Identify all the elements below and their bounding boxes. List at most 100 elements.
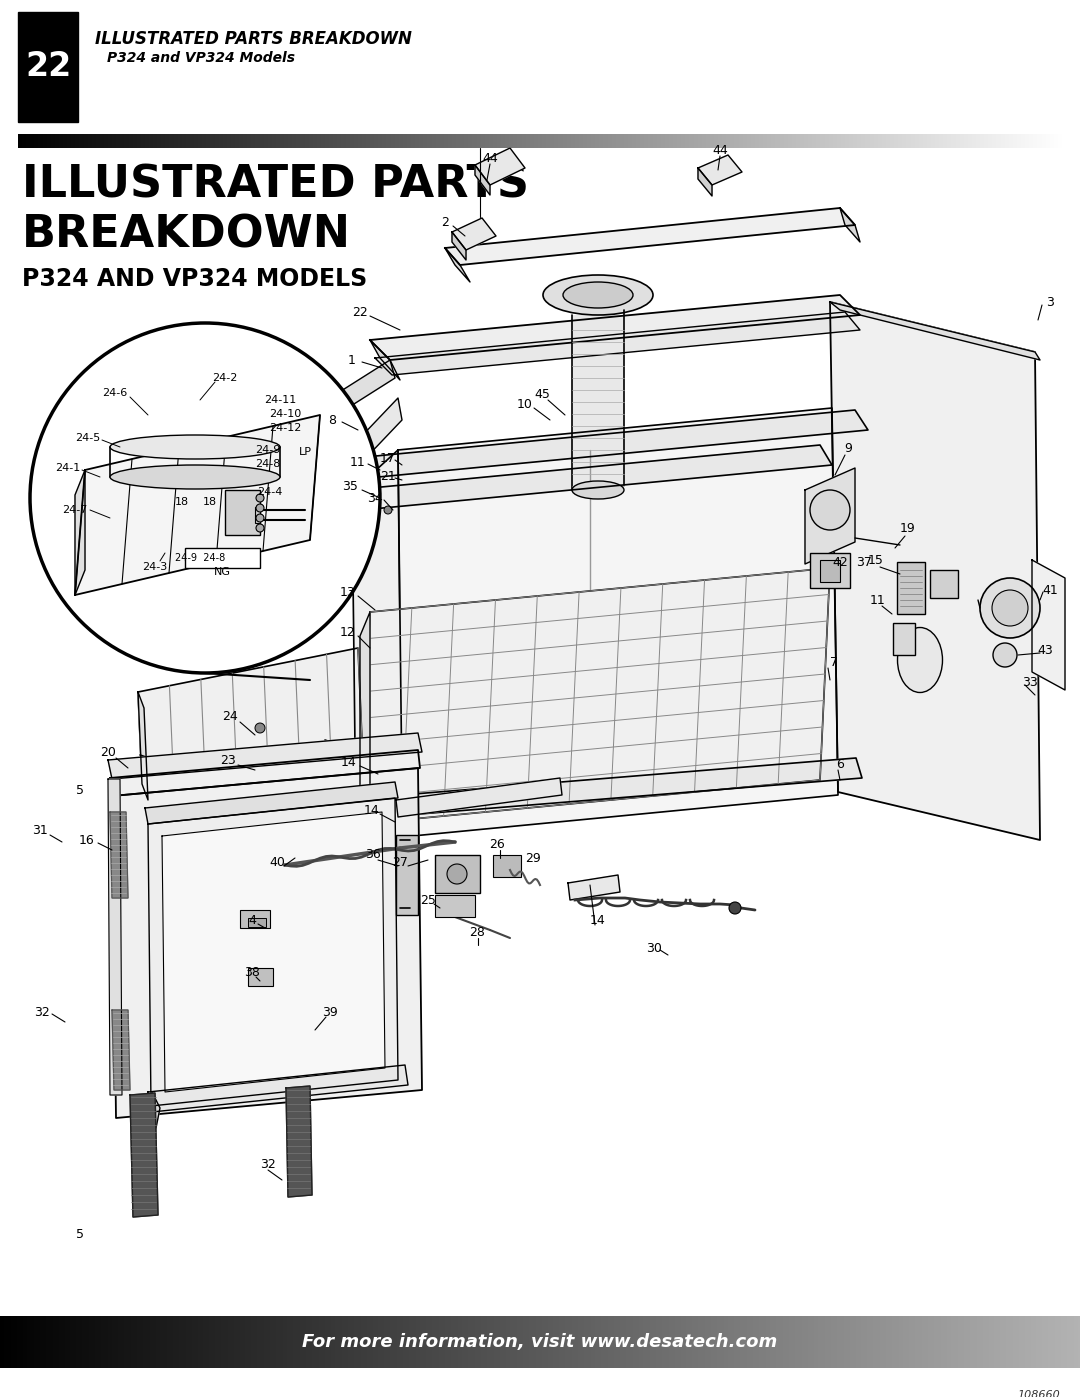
Bar: [526, 134, 530, 148]
Bar: [943, 1316, 946, 1368]
Bar: [968, 1316, 971, 1368]
Polygon shape: [112, 768, 422, 1118]
Bar: [135, 1316, 138, 1368]
Bar: [624, 134, 629, 148]
Bar: [991, 1316, 995, 1368]
Bar: [394, 1316, 397, 1368]
Bar: [113, 1316, 117, 1368]
Text: 36: 36: [365, 848, 381, 862]
Bar: [99, 1316, 103, 1368]
Bar: [892, 1316, 895, 1368]
Bar: [53, 1316, 56, 1368]
Bar: [411, 134, 415, 148]
Bar: [732, 1316, 735, 1368]
Bar: [357, 134, 362, 148]
Bar: [767, 134, 771, 148]
Bar: [67, 1316, 70, 1368]
Bar: [42, 134, 46, 148]
Bar: [409, 1316, 413, 1368]
Bar: [313, 134, 316, 148]
Bar: [563, 134, 567, 148]
Bar: [708, 1316, 712, 1368]
Bar: [464, 134, 469, 148]
Text: 31: 31: [32, 823, 48, 837]
Bar: [259, 134, 264, 148]
Bar: [272, 1316, 275, 1368]
Bar: [146, 1316, 149, 1368]
Text: 20: 20: [100, 746, 116, 759]
Bar: [1071, 1316, 1075, 1368]
Bar: [681, 1316, 685, 1368]
Bar: [698, 1316, 701, 1368]
Bar: [653, 1316, 657, 1368]
Bar: [366, 134, 370, 148]
Polygon shape: [396, 778, 562, 817]
Bar: [1004, 1316, 1008, 1368]
Circle shape: [729, 902, 741, 914]
Bar: [856, 1316, 860, 1368]
Bar: [656, 1316, 659, 1368]
Bar: [378, 134, 382, 148]
Bar: [1053, 1316, 1055, 1368]
Bar: [436, 1316, 440, 1368]
Bar: [956, 1316, 959, 1368]
Bar: [374, 134, 378, 148]
Bar: [988, 134, 993, 148]
Bar: [255, 507, 260, 522]
Bar: [478, 1316, 482, 1368]
Bar: [781, 1316, 784, 1368]
Bar: [591, 134, 595, 148]
Bar: [702, 134, 706, 148]
Bar: [38, 1316, 41, 1368]
Bar: [241, 1316, 244, 1368]
Bar: [1031, 1316, 1035, 1368]
Text: 5: 5: [76, 784, 84, 796]
Bar: [529, 1316, 532, 1368]
Bar: [152, 1316, 156, 1368]
Bar: [496, 1316, 499, 1368]
Bar: [382, 1316, 384, 1368]
Bar: [688, 1316, 691, 1368]
Bar: [300, 134, 305, 148]
Bar: [31, 1316, 35, 1368]
Bar: [648, 134, 652, 148]
Bar: [958, 1316, 961, 1368]
Bar: [894, 134, 899, 148]
Circle shape: [384, 506, 392, 514]
Text: 12: 12: [340, 626, 356, 638]
Bar: [42, 1316, 45, 1368]
Bar: [445, 1316, 448, 1368]
Bar: [171, 1316, 174, 1368]
Bar: [677, 1316, 680, 1368]
Bar: [489, 1316, 492, 1368]
Bar: [640, 134, 645, 148]
Bar: [247, 134, 252, 148]
Bar: [886, 1316, 889, 1368]
Bar: [218, 134, 222, 148]
Bar: [522, 134, 526, 148]
Bar: [863, 1316, 866, 1368]
Bar: [599, 1316, 603, 1368]
Bar: [675, 1316, 678, 1368]
Circle shape: [255, 724, 265, 733]
Bar: [253, 1316, 256, 1368]
Bar: [334, 134, 337, 148]
Bar: [422, 1316, 426, 1368]
Bar: [284, 134, 288, 148]
Circle shape: [256, 504, 264, 511]
Bar: [770, 1316, 773, 1368]
Text: 22: 22: [352, 306, 368, 320]
Bar: [161, 134, 165, 148]
Bar: [67, 134, 71, 148]
Bar: [746, 1316, 750, 1368]
Bar: [616, 1316, 619, 1368]
Bar: [270, 1316, 273, 1368]
Bar: [757, 1316, 760, 1368]
Bar: [243, 1316, 245, 1368]
Bar: [886, 134, 890, 148]
Bar: [401, 1316, 404, 1368]
Bar: [544, 1316, 548, 1368]
Polygon shape: [110, 750, 420, 796]
Bar: [399, 134, 403, 148]
Bar: [852, 1316, 855, 1368]
